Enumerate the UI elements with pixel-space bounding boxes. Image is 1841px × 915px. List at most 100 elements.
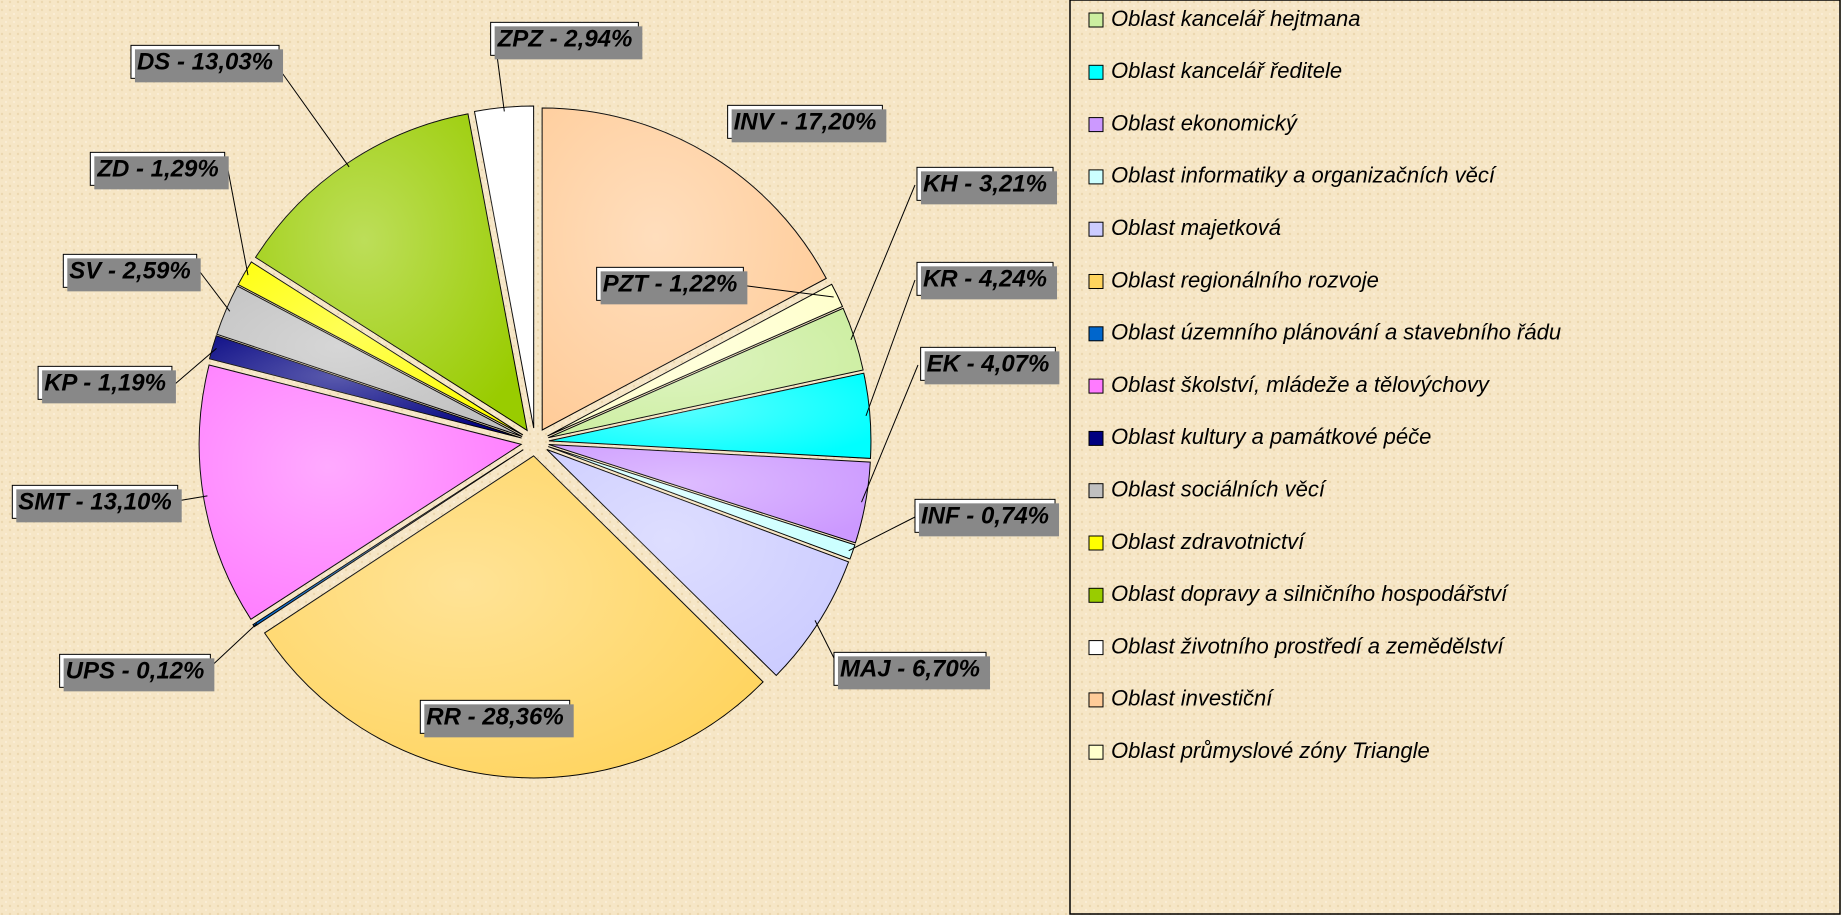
legend-swatch xyxy=(1088,64,1104,80)
legend-swatch xyxy=(1088,692,1104,708)
data-label: ZD - 1,29% xyxy=(96,155,218,182)
data-label: SMT - 13,10% xyxy=(18,488,171,515)
leader-line xyxy=(199,271,231,312)
data-label: KP - 1,19% xyxy=(44,369,166,396)
data-label-group: SMT - 13,10% xyxy=(11,484,182,523)
legend-swatch xyxy=(1088,430,1104,446)
legend-label: Oblast průmyslové zóny Triangle xyxy=(1111,738,1430,763)
legend-label: Oblast kancelář ředitele xyxy=(1111,58,1342,83)
data-label: SV - 2,59% xyxy=(69,257,190,284)
legend-box xyxy=(1069,0,1841,915)
data-label: INF - 0,74% xyxy=(921,502,1049,529)
legend-swatch xyxy=(1088,221,1104,237)
label-shadow xyxy=(424,704,574,738)
data-label: MAJ - 6,70% xyxy=(840,655,980,682)
legend-swatch xyxy=(1088,117,1104,133)
legend-swatch xyxy=(1088,640,1104,656)
label-shadow xyxy=(94,156,229,190)
data-label: DS - 13,03% xyxy=(137,48,273,75)
data-label-group: INF - 0,74% xyxy=(914,498,1060,537)
slice-shine xyxy=(209,335,522,439)
legend-label: Oblast kancelář hejtmana xyxy=(1111,6,1360,31)
slice-shine xyxy=(546,449,849,676)
data-label: PZT - 1,22% xyxy=(603,270,738,297)
legend-label: Oblast životního prostředí a zemědělství xyxy=(1111,633,1505,658)
data-label-group: KH - 3,21% xyxy=(916,166,1058,205)
leader-line xyxy=(865,279,916,417)
data-label-group: EK - 4,07% xyxy=(920,346,1060,385)
data-label-group: PZT - 1,22% xyxy=(596,266,748,305)
data-label: UPS - 0,12% xyxy=(66,657,205,684)
slice-shine xyxy=(548,308,864,438)
slice-shine xyxy=(548,373,871,459)
legend-swatch xyxy=(1088,12,1104,28)
data-label: KR - 4,24% xyxy=(923,265,1047,292)
legend-swatch xyxy=(1088,483,1104,499)
legend-label: Oblast regionálního rozvoje xyxy=(1111,267,1379,292)
label-shadow xyxy=(924,351,1060,385)
label-shadow xyxy=(600,271,748,305)
slice-shine xyxy=(199,365,522,620)
label-shadow xyxy=(134,49,284,83)
slice-shine xyxy=(238,261,523,435)
slice-shine xyxy=(264,455,764,778)
data-label-group: MAJ - 6,70% xyxy=(833,651,991,690)
label-shadow xyxy=(63,658,215,692)
slice-shine xyxy=(548,444,871,543)
data-label-group: UPS - 0,12% xyxy=(59,653,215,692)
leader-line xyxy=(848,516,916,552)
legend-label: Oblast kultury a památkové péče xyxy=(1111,424,1431,449)
pie xyxy=(198,105,872,779)
data-label: INV - 17,20% xyxy=(734,108,877,135)
data-label-group: RR - 28,36% xyxy=(419,699,574,738)
data-label-group: SV - 2,59% xyxy=(62,253,201,292)
legend-swatch xyxy=(1088,535,1104,551)
legend-label: Oblast školství, mládeže a tělovýchovy xyxy=(1111,372,1491,397)
label-shadow xyxy=(67,258,201,292)
legend-label: Oblast zdravotnictví xyxy=(1111,529,1306,554)
label-shadow xyxy=(920,171,1058,205)
label-shadow xyxy=(837,656,991,690)
data-label-group: DS - 13,03% xyxy=(130,44,284,83)
label-shadow xyxy=(918,503,1060,537)
leader-line xyxy=(850,184,916,341)
label-shadow xyxy=(494,26,643,60)
leader-line xyxy=(274,62,350,168)
data-label-group: INV - 17,20% xyxy=(727,104,887,143)
slice-shine xyxy=(548,446,855,560)
label-shadow xyxy=(16,489,182,523)
legend-swatch xyxy=(1088,169,1104,185)
data-label-group: ZD - 1,29% xyxy=(89,151,229,190)
leader-line xyxy=(739,284,834,298)
leader-line xyxy=(174,347,217,385)
slice-shine xyxy=(547,284,843,436)
legend-label: Oblast územního plánování a stavebního ř… xyxy=(1111,320,1561,345)
data-label: EK - 4,07% xyxy=(927,350,1050,377)
leader-line xyxy=(227,169,249,276)
data-label-group: KP - 1,19% xyxy=(37,365,176,404)
legend-label: Oblast sociálních věcí xyxy=(1111,477,1327,502)
legend-label: Oblast majetková xyxy=(1111,215,1281,240)
data-label: RR - 28,36% xyxy=(426,703,563,730)
slice-shine xyxy=(255,113,528,431)
legend-label: Oblast ekonomický xyxy=(1111,110,1299,135)
data-label-group: ZPZ - 2,94% xyxy=(490,21,643,60)
leader-line xyxy=(861,364,919,503)
data-label: KH - 3,21% xyxy=(923,170,1047,197)
legend-swatch xyxy=(1088,744,1104,760)
legend-swatch xyxy=(1088,274,1104,289)
legend-swatch xyxy=(1088,587,1104,603)
legend-label: Oblast investiční xyxy=(1111,686,1274,711)
legend-label: Oblast dopravy a silničního hospodářství xyxy=(1111,581,1509,606)
label-shadow xyxy=(731,109,887,143)
label-shadow xyxy=(920,266,1058,300)
slice-shine xyxy=(216,286,523,437)
legend-swatch xyxy=(1088,326,1104,342)
data-label-group: KR - 4,24% xyxy=(916,261,1058,300)
slice-shine xyxy=(474,106,534,429)
data-label: ZPZ - 2,94% xyxy=(497,25,633,52)
slice-shine xyxy=(252,449,524,627)
legend-swatch xyxy=(1088,378,1104,394)
legend-label: Oblast informatiky a organizačních věcí xyxy=(1111,163,1497,188)
